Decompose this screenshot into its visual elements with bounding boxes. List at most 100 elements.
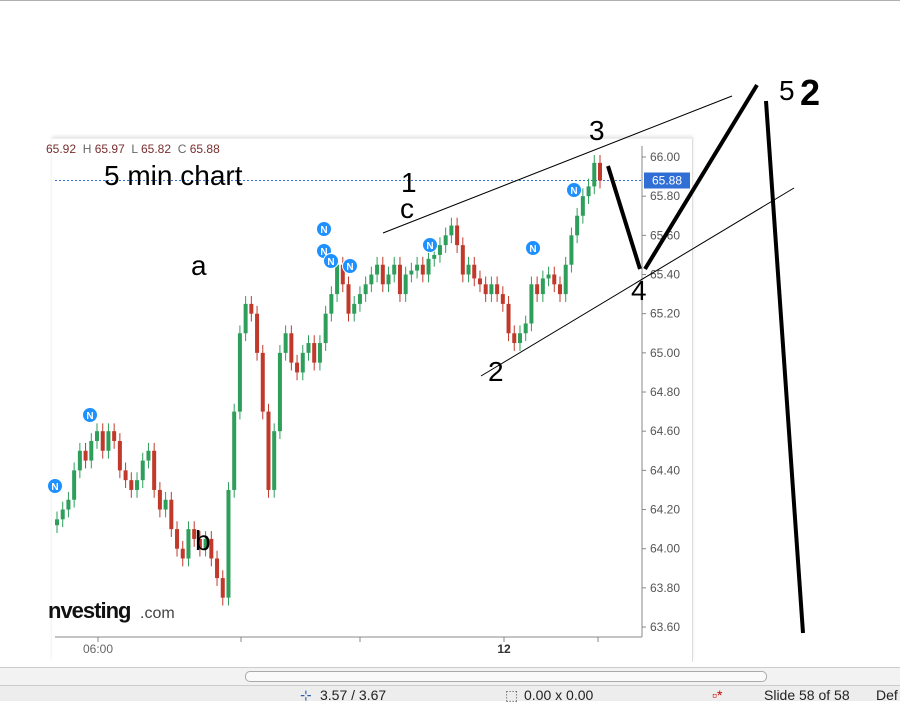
candle-body: [175, 529, 180, 549]
candle-body: [357, 294, 362, 304]
object-size: 0.00 x 0.00: [524, 687, 594, 703]
candle-body: [535, 284, 540, 295]
candle-body: [123, 470, 128, 481]
label-wave-3[interactable]: 3: [589, 115, 605, 146]
candle-body: [346, 284, 351, 314]
upper-trendline[interactable]: [382, 95, 733, 234]
slide-canvas[interactable]: 65.92 H 65.97 L 65.82 C 65.88 66.00 65.80…: [0, 0, 900, 667]
slide-counter: Slide 58 of 58: [764, 687, 850, 703]
candle-body: [300, 352, 305, 373]
label-wave-2[interactable]: 2: [488, 356, 504, 387]
cursor-position: 3.57 / 3.67: [320, 687, 387, 703]
y-tick-label: 64.20: [650, 503, 680, 517]
candle-body: [169, 499, 174, 530]
wave-3-4-line[interactable]: [606, 165, 642, 270]
lower-trendline[interactable]: [480, 187, 795, 377]
candle-body: [283, 333, 288, 353]
candle-body: [477, 278, 482, 285]
news-marker-icon: [82, 407, 98, 423]
candle-body: [163, 499, 168, 510]
candle-body: [55, 519, 59, 526]
candle-body: [209, 538, 214, 559]
low-value: 65.82: [141, 142, 172, 156]
wave-4-5-line[interactable]: [643, 83, 759, 271]
chart-image[interactable]: 65.92 H 65.97 L 65.82 C 65.88: [46, 138, 693, 662]
candle-body: [409, 270, 414, 275]
candle-body: [426, 258, 431, 275]
close-value: 65.88: [189, 142, 220, 156]
candle-body: [512, 333, 517, 344]
scrollbar-thumb[interactable]: [245, 671, 767, 682]
label-wave-4[interactable]: 4: [631, 275, 647, 306]
y-tick-label: 66.00: [650, 150, 680, 164]
news-marker-label: N: [570, 186, 577, 197]
candle-body: [260, 352, 265, 412]
candle-body: [455, 225, 460, 246]
candle-body: [89, 440, 94, 461]
candle-body: [552, 274, 557, 285]
news-marker-label: N: [346, 262, 353, 273]
candle-body: [557, 284, 562, 295]
slide-layout[interactable]: Def: [876, 687, 898, 703]
candlestick-chart: 66.0065.8065.6065.4065.2065.0064.8064.60…: [47, 146, 690, 656]
candle-body: [569, 235, 574, 265]
investing-logo: nvesting: [48, 598, 130, 623]
label-b[interactable]: b: [195, 525, 211, 556]
news-marker-label: N: [86, 411, 93, 422]
candle-body: [523, 323, 528, 334]
candle-body: [472, 264, 477, 279]
news-marker-label: N: [327, 257, 334, 268]
candle-body: [215, 558, 220, 579]
news-marker-icon: [342, 258, 358, 274]
position-icon: ⊹: [300, 687, 312, 703]
wave-down-line[interactable]: [764, 100, 805, 634]
candle-body: [517, 333, 522, 344]
candle-body: [192, 529, 197, 539]
candle-body: [386, 274, 391, 285]
candle-body: [95, 431, 100, 441]
candle-body: [529, 284, 534, 324]
candle-body: [135, 480, 140, 490]
candle-body: [598, 162, 602, 181]
candle-body: [449, 225, 454, 236]
label-wave-5[interactable]: 5: [779, 75, 795, 106]
candle-body: [272, 431, 277, 490]
candle-body: [83, 450, 88, 461]
document-modified-icon[interactable]: ▫*: [712, 687, 723, 703]
candle-body: [243, 303, 248, 334]
x-tick-label: 12: [497, 642, 511, 656]
candle-body: [232, 411, 237, 490]
news-marker-icon: [525, 240, 541, 256]
candle-body: [277, 352, 282, 432]
candle-body: [117, 440, 122, 471]
ohlc-readout: 65.92 H 65.97 L 65.82 C 65.88: [46, 142, 220, 156]
horizontal-scrollbar[interactable]: [0, 667, 900, 685]
label-big-2[interactable]: 2: [800, 72, 821, 113]
investing-logo-suffix: .com: [140, 605, 175, 622]
candle-body: [392, 264, 397, 275]
candle-body: [306, 343, 311, 353]
news-marker-label: N: [51, 482, 58, 493]
candle-body: [329, 294, 334, 314]
candle-body: [226, 489, 231, 598]
y-tick-label: 64.40: [650, 463, 680, 477]
candle-body: [146, 450, 151, 461]
y-tick-label: 64.80: [650, 385, 680, 399]
current-price-label: 65.88: [652, 174, 682, 188]
label-wave-1[interactable]: 1: [401, 167, 417, 198]
x-tick-label: 06:00: [83, 642, 113, 656]
candle-body: [60, 509, 65, 520]
candle-body: [295, 362, 300, 373]
candle-body: [180, 548, 185, 559]
candle-body: [249, 303, 254, 314]
candle-body: [489, 284, 494, 295]
label-c[interactable]: c: [400, 193, 414, 224]
label-a[interactable]: a: [191, 250, 207, 281]
current-price-box: [644, 172, 690, 189]
candle-body: [500, 294, 505, 304]
candle-body: [255, 313, 260, 353]
chart-title-annotation[interactable]: 5 min chart: [104, 160, 243, 191]
status-bar: ⊹ 3.57 / 3.67 ⬚ 0.00 x 0.00 ▫* Slide 58 …: [0, 685, 900, 703]
high-label: H: [82, 142, 92, 156]
y-tick-label: 64.00: [650, 542, 680, 556]
